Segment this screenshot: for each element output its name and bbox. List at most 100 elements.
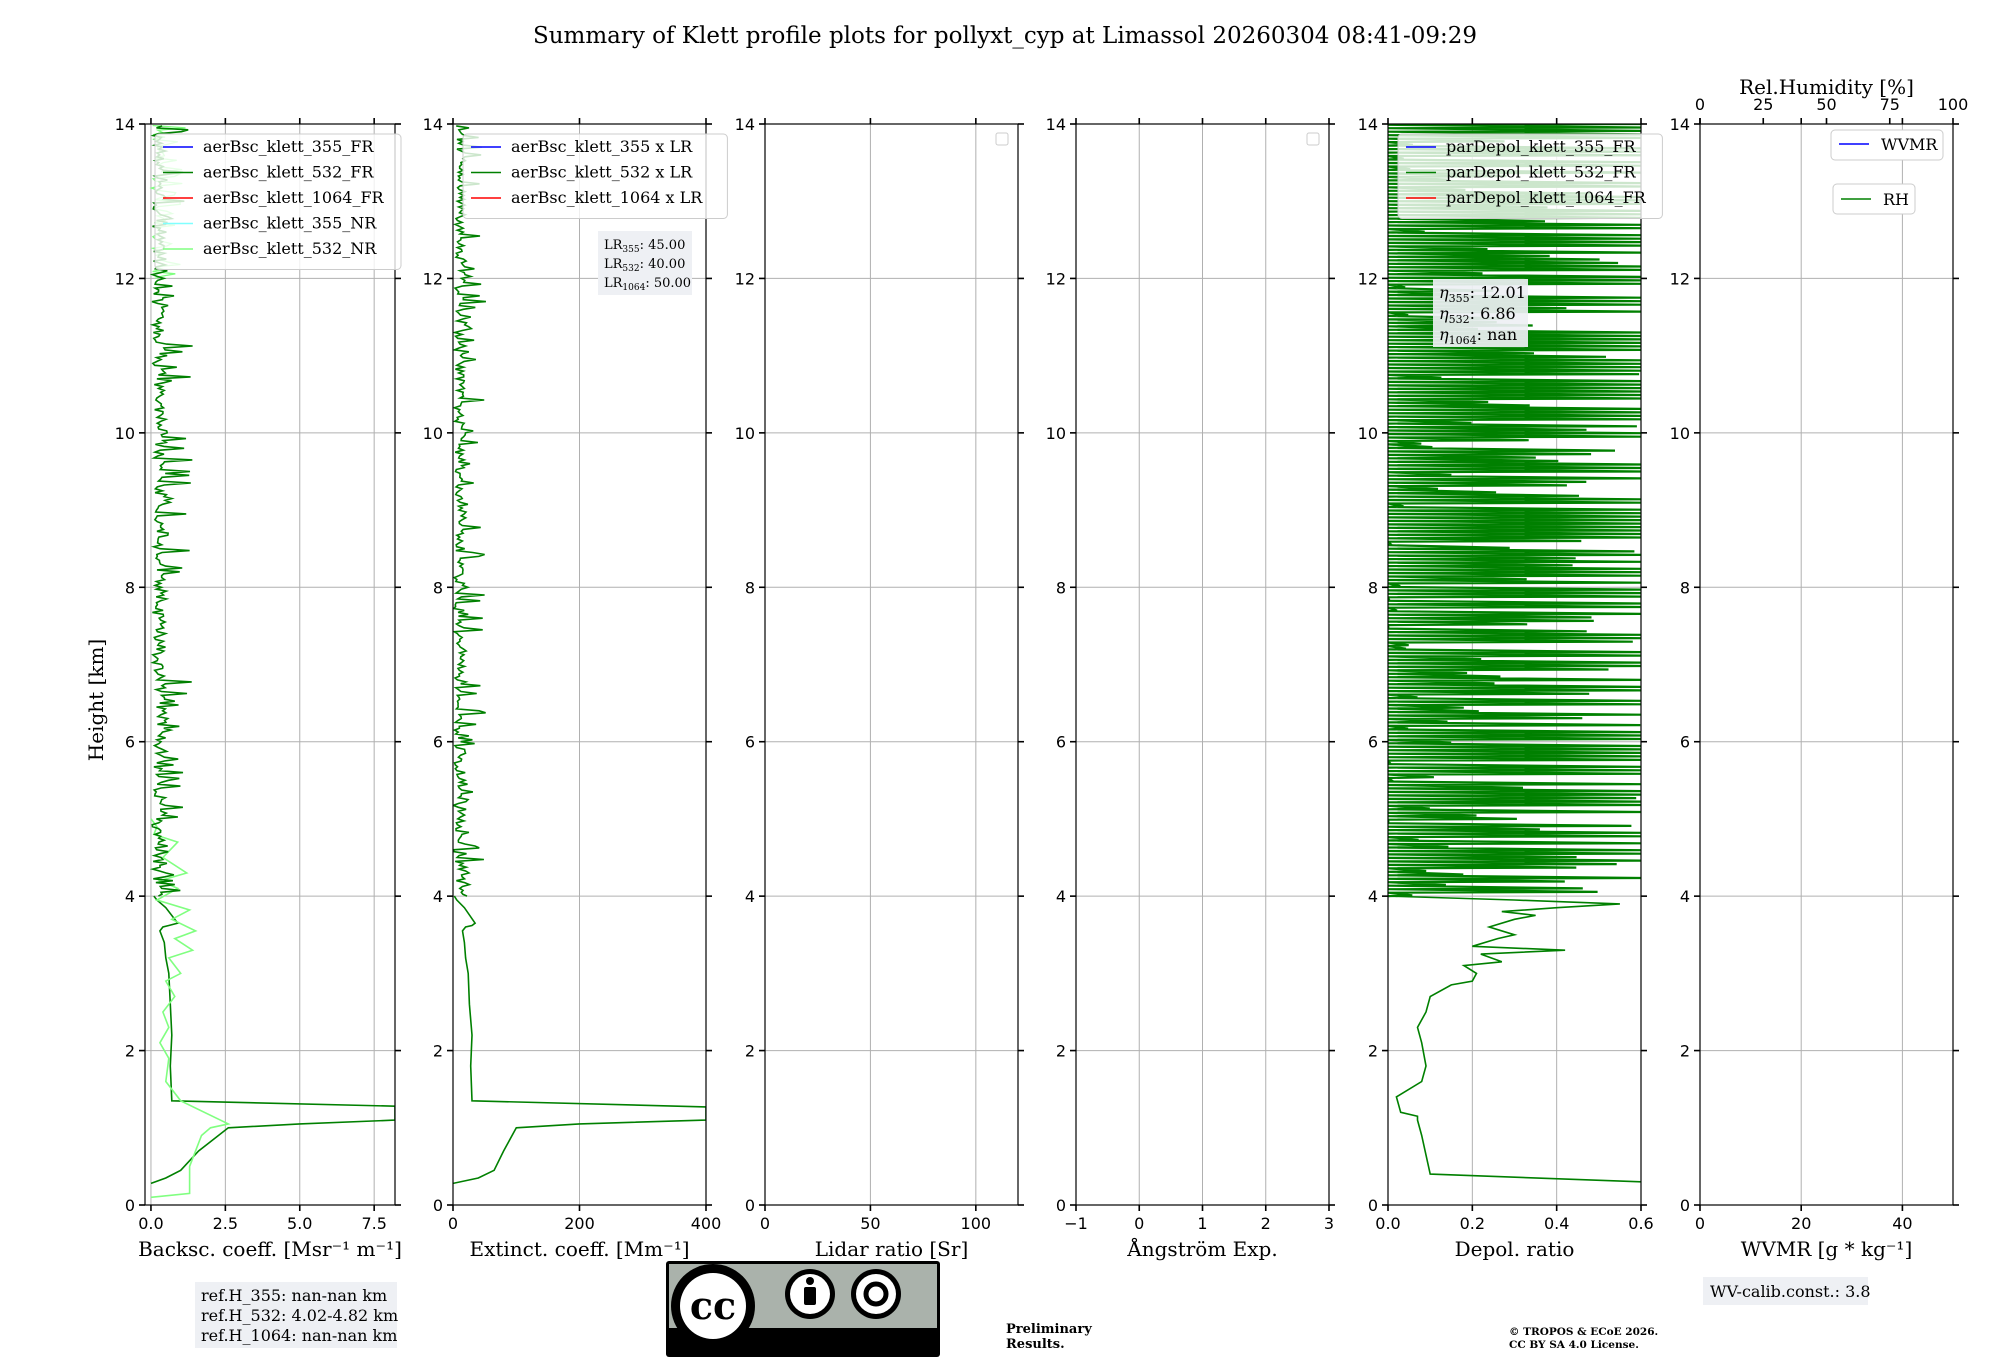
x-axis-label: WVMR [g * kg⁻¹] [1741,1237,1913,1261]
y-tick-label: 8 [1368,578,1378,597]
y-tick-label: 6 [1056,733,1066,752]
x-axis-label: Ångström Exp. [1126,1236,1277,1261]
y-tick-label: 4 [1368,887,1378,906]
eta-info-line: η355: 12.01 [1439,283,1526,305]
legend-entry: aerBsc_klett_532_NR [203,239,377,258]
x-tick-label: 0 [1695,1214,1705,1233]
y-tick-label: 14 [735,115,755,134]
y-tick-label: 2 [1056,1042,1066,1061]
legend-entry: aerBsc_klett_532 x LR [511,163,693,182]
top-x-tick-label: 50 [1816,95,1836,114]
y-tick-label: 8 [433,578,443,597]
top-x-tick-label: 25 [1753,95,1773,114]
axes-frame [144,123,396,1206]
legend-box [1397,133,1663,219]
legend-box [462,133,728,219]
top-x-tick-label: 75 [1880,95,1900,114]
plot-area [149,124,395,1199]
x-axis-label: Depol. ratio [1455,1237,1575,1261]
x-tick-label: 7.5 [361,1214,386,1233]
x-tick-label: 0.0 [1375,1214,1400,1233]
y-tick-label: 10 [423,424,443,443]
eta-info-line: η1064: nan [1439,325,1517,347]
y-tick-label: 2 [125,1042,135,1061]
axes-frame [1387,123,1642,1206]
y-tick-label: 8 [1680,578,1690,597]
series-line-aerBsc_klett_532_NR [150,818,231,1199]
series-line-aerBsc_klett_532_FR [150,895,395,1185]
legend-box-rh [1832,183,1916,215]
x-tick-label: 0.0 [138,1214,163,1233]
legend-box [154,133,402,270]
y-tick-label: 12 [1670,269,1690,288]
panel-depol: 0 2 4 6 8 10 12 14 0.0 0.2 0.4 0.6 Depol. ratio parDe… [1358,115,1663,1261]
series-line-aerBsc_klett_532 x LR [453,895,706,1185]
y-tick-label: 10 [1358,424,1378,443]
x-tick-label: 0 [1134,1214,1144,1233]
x-tick-label: 0 [448,1214,458,1233]
eta-info-box [1433,279,1528,347]
y-tick-label: 4 [125,887,135,906]
by-icon-head [806,1277,814,1285]
top-x-tick-label: 0 [1695,95,1705,114]
x-tick-label: 200 [564,1214,595,1233]
badge-by-label: BY [795,1333,825,1355]
y-tick-label: 4 [745,887,755,906]
legend-entry: parDepol_klett_1064_FR [1446,188,1647,207]
legend-entry: aerBsc_klett_355 x LR [511,137,693,156]
x-tick-label: 3 [1324,1214,1334,1233]
x-tick-label: 0 [760,1214,770,1233]
legend-entry: parDepol_klett_532_FR [1446,163,1637,182]
x-tick-label: −1 [1064,1214,1088,1233]
y-tick-label: 2 [433,1042,443,1061]
x-tick-label: 400 [691,1214,722,1233]
cc-logo-text: cc [690,1283,736,1328]
lr-info-line: LR532: 40.00 [604,257,685,274]
legend-entry: aerBsc_klett_1064 x LR [511,188,703,207]
legend-entry: aerBsc_klett_1064_FR [203,188,385,207]
plot-area [453,125,706,1185]
cc-logo-disc [680,1273,746,1339]
x-axis-label: Lidar ratio [Sr] [815,1237,969,1261]
y-tick-label: 8 [745,578,755,597]
lr-info-line: LR1064: 50.00 [604,276,691,293]
preliminary-label: Preliminary [1006,1322,1092,1337]
series-line-parDepol_klett_532_FR [1388,895,1641,1183]
top-x-tick-label: 100 [1938,95,1969,114]
y-tick-label: 12 [735,269,755,288]
y-tick-label: 0 [1056,1196,1066,1215]
wv-calib-text: WV-calib.const.: 3.8 [1710,1282,1871,1301]
by-icon-body [804,1287,816,1305]
y-tick-label: 6 [125,733,135,752]
y-tick-label: 4 [433,887,443,906]
y-tick-label: 0 [1680,1196,1690,1215]
x-tick-label: 1 [1197,1214,1207,1233]
copyright-notice: © TROPOS & ECoE 2026. [1509,1326,1658,1338]
y-tick-label: 6 [1368,733,1378,752]
axes-frame [1699,123,1954,1206]
ref-height-line: ref.H_1064: nan-nan km [201,1326,397,1345]
sa-icon-disc [856,1274,896,1314]
y-tick-label: 14 [115,115,135,134]
empty-legend-box [1306,132,1320,146]
y-tick-label: 0 [1368,1196,1378,1215]
series-line-parDepol_klett_532_FR-upper [1388,124,1641,898]
y-tick-label: 12 [423,269,443,288]
empty-legend-box [995,132,1009,146]
figure-title: Summary of Klett profile plots for polly… [533,23,1477,49]
x-tick-label: 0.6 [1628,1214,1653,1233]
y-tick-label: 10 [1670,424,1690,443]
y-tick-label: 10 [735,424,755,443]
y-tick-label: 10 [1046,424,1066,443]
legend-entry-rh: RH [1883,190,1909,209]
badge-sa-label: SA [862,1333,891,1355]
x-tick-label: 2.5 [213,1214,238,1233]
preliminary-label: Results. [1006,1337,1065,1352]
y-tick-label: 14 [1670,115,1690,134]
sa-icon-arc [863,1281,889,1307]
legend-entry: aerBsc_klett_355_FR [203,137,374,156]
